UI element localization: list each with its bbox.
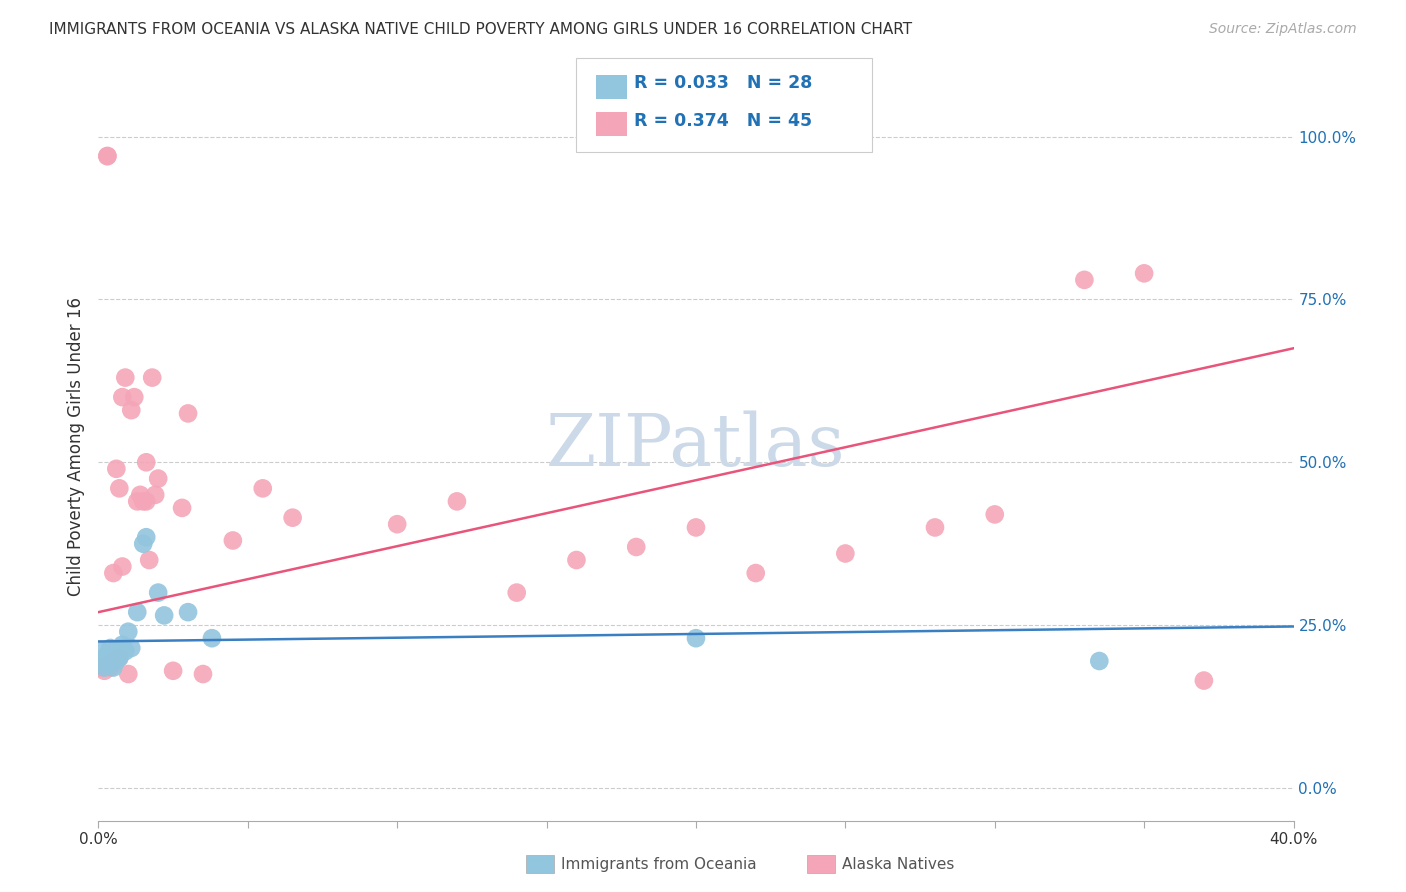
Point (114, 644, 136, 658)
Point (103, 566, 125, 580)
Point (103, 654, 125, 668)
Point (98, 640, 122, 655)
Point (96, 149, 118, 163)
Point (446, 494, 468, 508)
Point (103, 654, 125, 668)
Point (506, 585, 529, 599)
Point (191, 667, 214, 681)
Point (93, 660, 115, 674)
Point (96, 149, 118, 163)
Point (120, 403, 142, 417)
Point (153, 608, 176, 623)
Point (138, 553, 160, 567)
Point (135, 530, 157, 544)
Point (565, 553, 588, 567)
Point (120, 640, 142, 655)
Point (685, 631, 707, 645)
Point (105, 648, 128, 662)
Point (984, 508, 1007, 522)
Point (117, 667, 139, 681)
Point (96, 657, 118, 672)
Y-axis label: Child Poverty Among Girls Under 16: Child Poverty Among Girls Under 16 (66, 296, 84, 596)
Point (108, 640, 131, 655)
Point (108, 650, 131, 665)
Point (117, 624, 139, 639)
Point (108, 650, 131, 665)
Point (132, 494, 155, 508)
Point (222, 533, 245, 548)
Point (105, 654, 128, 668)
Point (105, 462, 128, 476)
Point (111, 559, 134, 574)
Point (135, 455, 157, 469)
Point (281, 510, 304, 524)
Text: ZIPatlas: ZIPatlas (546, 410, 846, 482)
Point (98, 650, 122, 665)
Point (177, 406, 200, 420)
Point (685, 520, 707, 534)
Point (177, 605, 200, 619)
Text: Alaska Natives: Alaska Natives (842, 857, 955, 871)
Point (129, 488, 152, 502)
Point (93, 650, 115, 665)
Point (626, 540, 648, 554)
Point (124, 390, 146, 404)
Point (111, 638, 134, 652)
Point (1088, 654, 1111, 668)
Point (745, 566, 768, 580)
Point (252, 481, 274, 495)
Point (141, 370, 163, 384)
Point (108, 481, 131, 495)
Point (93, 664, 115, 678)
Point (90, 644, 112, 658)
Text: Source: ZipAtlas.com: Source: ZipAtlas.com (1209, 22, 1357, 37)
Point (834, 547, 856, 561)
Text: R = 0.033   N = 28: R = 0.033 N = 28 (634, 74, 813, 92)
Point (103, 644, 125, 658)
Point (162, 664, 184, 678)
Point (385, 517, 409, 532)
Point (90, 660, 112, 674)
Point (148, 472, 170, 486)
Text: Immigrants from Oceania: Immigrants from Oceania (561, 857, 756, 871)
Point (1133, 266, 1156, 280)
Point (135, 494, 157, 508)
Point (924, 520, 946, 534)
Point (114, 370, 136, 384)
Point (172, 500, 194, 515)
Point (148, 585, 170, 599)
Point (143, 488, 166, 502)
Point (90, 654, 112, 668)
Point (1192, 673, 1215, 688)
Point (111, 390, 134, 404)
Point (1073, 273, 1095, 287)
Point (98, 660, 122, 674)
Point (127, 605, 149, 619)
Text: R = 0.374   N = 45: R = 0.374 N = 45 (634, 112, 813, 129)
Point (132, 537, 155, 551)
Point (127, 494, 149, 508)
Text: IMMIGRANTS FROM OCEANIA VS ALASKA NATIVE CHILD POVERTY AMONG GIRLS UNDER 16 CORR: IMMIGRANTS FROM OCEANIA VS ALASKA NATIVE… (49, 22, 912, 37)
Point (103, 660, 125, 674)
Point (96, 648, 118, 662)
Point (201, 631, 224, 645)
